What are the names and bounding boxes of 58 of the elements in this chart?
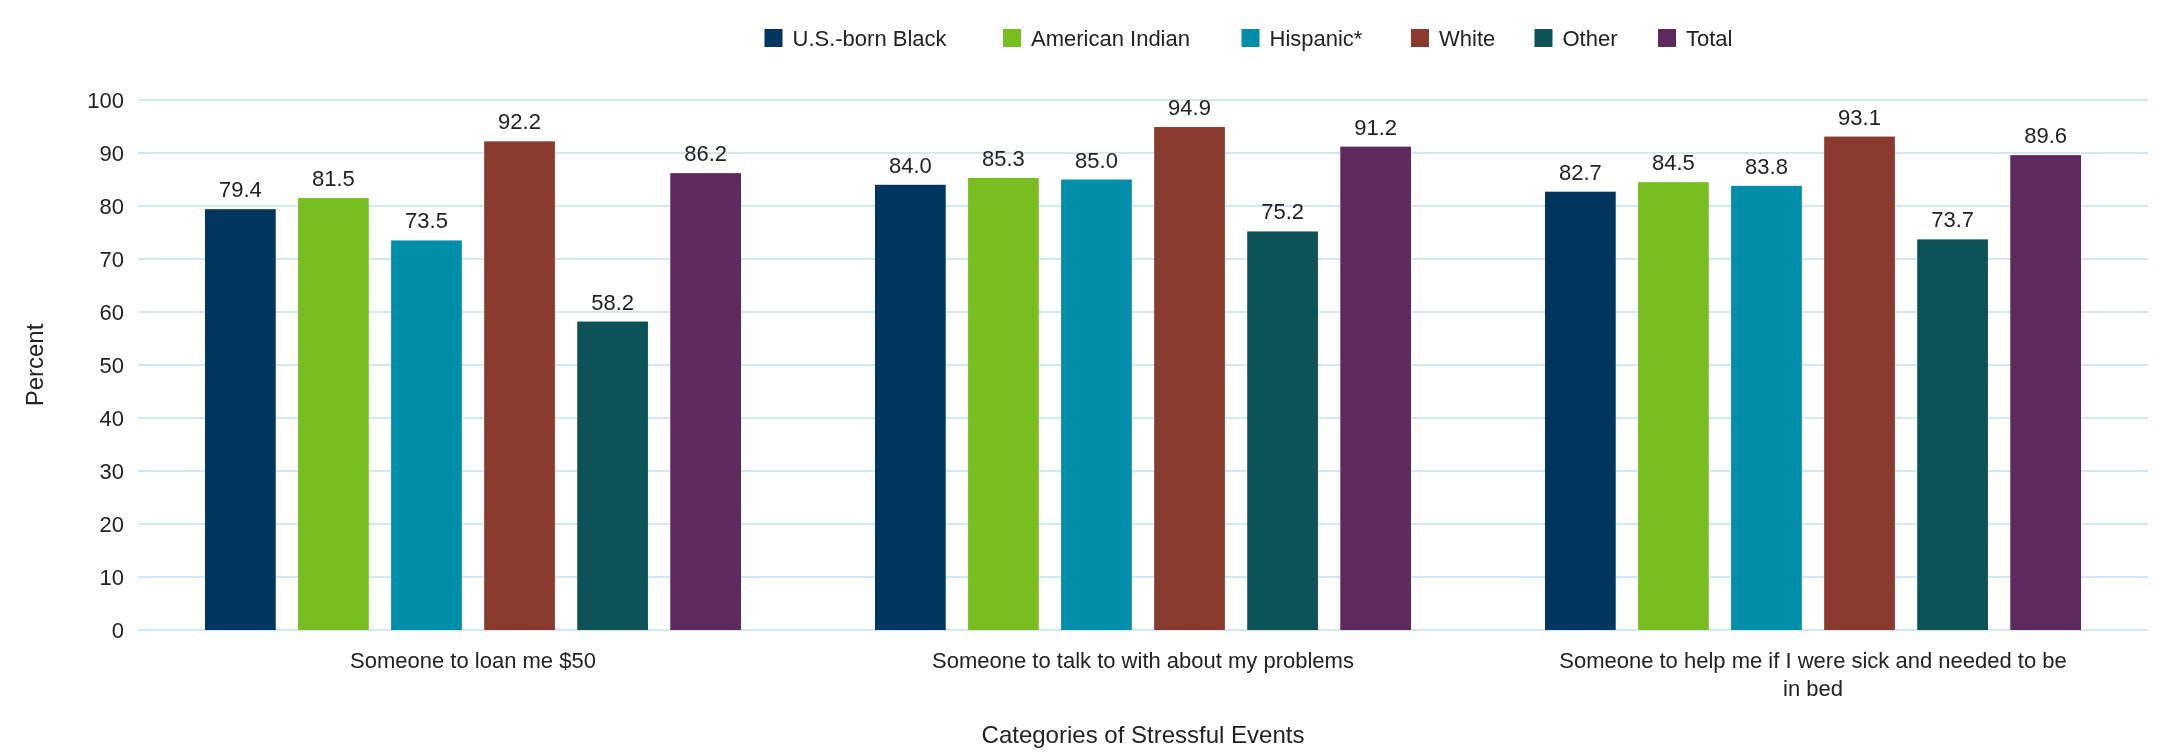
data-label: 81.5 [312,166,355,192]
bar [1731,185,1802,630]
y-tick-label: 40 [99,405,124,431]
x-tick-label: Someone to help me if I were sick and needed to be in bed [1559,648,2067,701]
data-label: 86.2 [684,141,728,167]
bar [670,173,741,630]
y-tick-label: 80 [99,193,124,219]
bar [2010,155,2081,630]
data-label: 89.6 [2024,123,2068,149]
x-tick-label: Someone to loan me $50 [350,648,596,673]
legend-label: American Indian [1031,25,1190,51]
data-label: 84.0 [888,152,932,178]
bar [298,198,369,630]
data-label: 83.8 [1745,153,1788,179]
legend-label: White [1439,25,1496,51]
data-label: 84.5 [1652,150,1695,176]
y-tick-label: 100 [87,87,124,113]
bar [1824,136,1895,630]
data-label: 73.7 [1931,207,1974,233]
data-label: 85.0 [1075,147,1118,173]
data-label: 75.2 [1261,199,1304,225]
data-label: 82.7 [1558,159,1602,185]
y-tick-label: 0 [111,617,124,643]
data-label: 79.4 [218,177,262,203]
data-label: 85.3 [982,145,1025,171]
bar [1061,179,1132,630]
bar [391,240,462,630]
legend-label: Hispanic* [1269,25,1363,51]
bar [1917,239,1988,630]
bar [205,209,276,630]
y-tick-label: 10 [99,564,124,590]
y-tick-label: 30 [99,458,124,484]
legend-label: Total [1686,25,1733,51]
bar [1247,231,1318,630]
x-tick-label: Someone to talk to with about my problems [932,648,1354,673]
bar [1545,191,1616,630]
bar [1154,127,1225,630]
data-label: 93.1 [1838,104,1881,130]
data-label: 92.2 [498,109,541,135]
y-tick-label: 90 [99,140,124,166]
y-tick-label: 50 [99,352,124,378]
y-tick-label: 20 [99,511,124,537]
data-label: 73.5 [405,208,448,234]
x-axis-title: Categories of Stressful Events [981,721,1305,748]
y-tick-label: 60 [99,299,124,325]
bar [1340,146,1411,630]
bar [1638,182,1709,630]
y-tick-label: 70 [99,246,124,272]
legend-label: U.S.-born Black [792,25,948,51]
bar [875,184,946,630]
y-axis-title: Percent [21,323,48,407]
legend-label: Other [1562,25,1618,51]
bar [577,321,648,630]
bar [484,141,555,630]
bar [968,177,1039,630]
data-label: 58.2 [591,289,634,315]
data-label: 94.9 [1168,95,1211,121]
data-label: 91.2 [1354,114,1398,140]
